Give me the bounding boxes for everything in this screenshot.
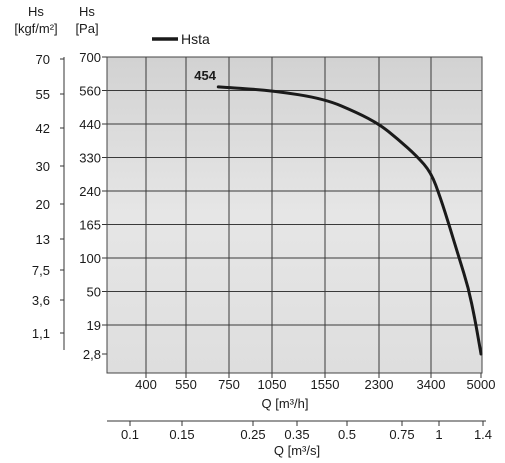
y-tick-label: 240	[79, 184, 101, 199]
kgf-axis-unit: [kgf/m²]	[14, 21, 57, 36]
x-tick-label: 1050	[258, 377, 287, 392]
curve-label: 454	[194, 68, 216, 83]
kgf-tick-label: 55	[36, 87, 50, 102]
m3s-tick-label: 1.4	[474, 427, 492, 442]
y-tick-label: 165	[79, 218, 101, 233]
m3s-tick-label: 0.25	[240, 427, 265, 442]
m3s-tick-label: 0.35	[284, 427, 309, 442]
kgf-tick-label: 3,6	[32, 293, 50, 308]
curve-454	[216, 85, 483, 356]
kgf-tick-label: 1,1	[32, 326, 50, 341]
curves: 454	[194, 68, 483, 356]
y-axis-kgf: 70 55 42 30 20 13 7,5 3,6 1,1	[32, 52, 65, 350]
x-tick-label: 3400	[417, 377, 446, 392]
kgf-tick-label: 20	[36, 197, 50, 212]
pa-axis-unit: [Pa]	[75, 21, 98, 36]
grid	[107, 57, 482, 373]
x-tick-label: 1550	[311, 377, 340, 392]
kgf-tick-label: 7,5	[32, 263, 50, 278]
x-axis-m3h: 400 550 750 1050 1550 2300 3400 5000	[135, 373, 495, 392]
y-tick-label: 700	[79, 50, 101, 65]
y-tick-label: 560	[79, 84, 101, 99]
m3s-tick-label: 0.1	[121, 427, 139, 442]
kgf-axis-name: Hs	[28, 4, 44, 19]
x-tick-label: 400	[135, 377, 157, 392]
m3s-tick-label: 1	[435, 427, 442, 442]
legend-label: Hsta	[181, 31, 210, 47]
m3s-tick-label: 0.75	[389, 427, 414, 442]
x-label-m3s: Q [m³/s]	[274, 443, 320, 458]
y-tick-label: 330	[79, 151, 101, 166]
kgf-tick-label: 42	[36, 121, 50, 136]
y-tick-label: 440	[79, 117, 101, 132]
y-tick-label: 50	[87, 285, 101, 300]
y-tick-label: 100	[79, 251, 101, 266]
plot-area	[107, 57, 482, 373]
x-tick-label: 550	[175, 377, 197, 392]
kgf-tick-label: 70	[36, 52, 50, 67]
x-tick-label: 750	[218, 377, 240, 392]
kgf-tick-label: 13	[36, 232, 50, 247]
m3s-tick-label: 0.15	[169, 427, 194, 442]
y-tick-label: 2,8	[83, 347, 101, 362]
x-tick-label: 2300	[365, 377, 394, 392]
m3s-tick-label: 0.5	[338, 427, 356, 442]
x-label-m3h: Q [m³/h]	[262, 396, 309, 411]
plot-frame	[106, 56, 483, 374]
y-tick-label: 19	[87, 318, 101, 333]
x-axis-m3s: 0.1 0.15 0.25 0.35 0.5 0.75 1 1.4	[107, 420, 492, 442]
pa-axis-name: Hs	[79, 4, 95, 19]
kgf-tick-label: 30	[36, 159, 50, 174]
x-tick-label: 5000	[467, 377, 496, 392]
y-axis-pa: 700 560 440 330 240 165 100 50 19 2,8	[79, 50, 107, 362]
